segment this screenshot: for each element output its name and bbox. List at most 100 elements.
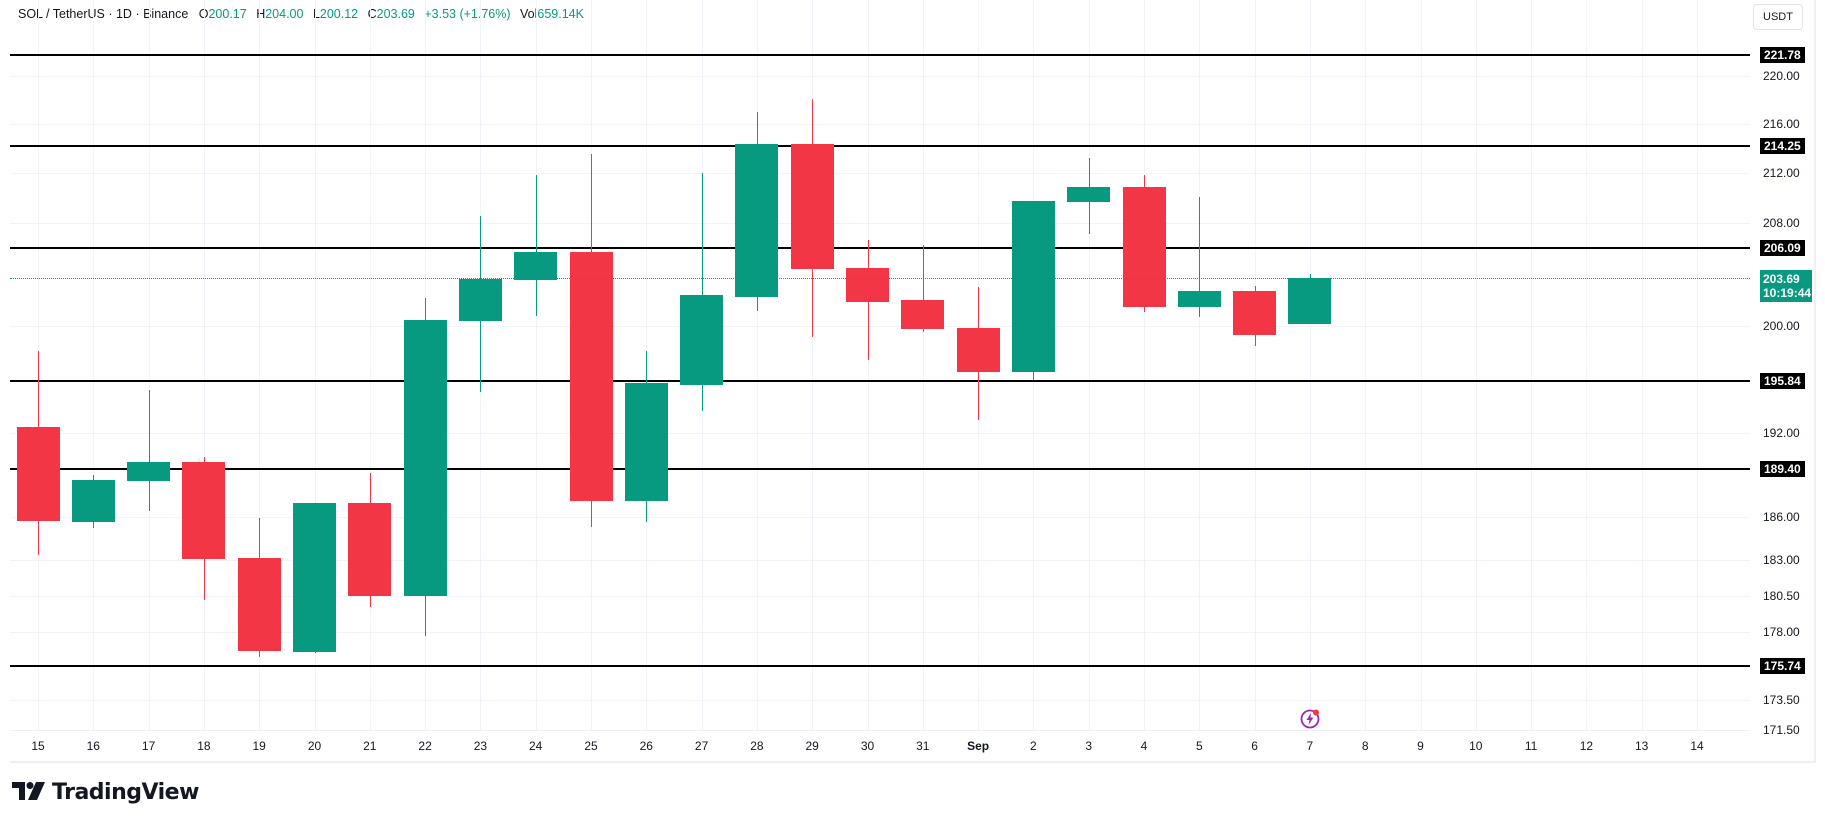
horizontal-level-line[interactable] [10, 54, 1750, 56]
level-price-tag: 175.74 [1760, 658, 1805, 674]
price-axis-label: 180.50 [1763, 589, 1800, 603]
horizontal-gridline [10, 596, 1750, 597]
candle-body [238, 558, 281, 651]
time-axis-label: 25 [584, 739, 598, 753]
candle-body [901, 300, 944, 329]
time-axis-label: 9 [1417, 739, 1424, 753]
level-price-tag: 221.78 [1760, 47, 1805, 63]
time-axis-label: 13 [1635, 739, 1649, 753]
horizontal-gridline [10, 76, 1750, 77]
vertical-gridline [1641, 0, 1643, 730]
volume-value: 659.14K [537, 7, 584, 21]
price-axis-label: 208.00 [1763, 216, 1800, 230]
time-axis-label: 19 [252, 739, 266, 753]
candle-body [17, 427, 60, 521]
time-axis-label: 11 [1524, 739, 1538, 753]
chart-frame: 220.00 216.00 212.00 208.00 200.00 192.00 186.… [10, 0, 1816, 763]
open-value: 200.17 [208, 7, 247, 21]
level-price-tag: 195.84 [1760, 373, 1805, 389]
change-value: +3.53 (+1.76%) [424, 7, 511, 21]
open-label: O [199, 7, 209, 21]
vertical-gridline [535, 0, 537, 730]
candle-body [957, 328, 1000, 372]
candle-body [182, 462, 225, 559]
candle-wick [149, 390, 150, 511]
horizontal-level-line[interactable] [10, 145, 1750, 147]
price-axis-label: 186.00 [1763, 510, 1800, 524]
time-axis-label: 14 [1690, 739, 1704, 753]
horizontal-level-line[interactable] [10, 468, 1750, 470]
last-price-line [10, 278, 1750, 279]
time-axis-label: 26 [639, 739, 653, 753]
plot-area[interactable] [10, 0, 1750, 730]
vertical-gridline [812, 0, 814, 730]
time-axis-label: 27 [694, 739, 709, 753]
time-axis-label: 23 [473, 739, 488, 753]
candle-body [1067, 187, 1110, 202]
price-axis[interactable]: 220.00 216.00 212.00 208.00 200.00 192.00 186.… [1750, 0, 1816, 737]
vertical-gridline [922, 0, 924, 730]
tradingview-logo-text: TradingView [52, 780, 199, 805]
candle-body [1012, 201, 1055, 372]
time-axis-label: 2 [1030, 739, 1037, 753]
horizontal-gridline [10, 560, 1750, 561]
price-axis-label: 173.50 [1763, 693, 1800, 707]
candle-body [570, 252, 613, 501]
price-axis-label: 200.00 [1763, 319, 1800, 333]
time-axis[interactable]: 15 16 17 18 19 20 21 22 23 24 25 26 27 28 29 30 31 Sep 2 3 4… [10, 730, 1750, 763]
vertical-gridline [1199, 0, 1201, 730]
interval[interactable]: 1D [115, 7, 132, 21]
horizontal-level-line[interactable] [10, 247, 1750, 249]
level-price-tag: 214.25 [1760, 138, 1805, 154]
vertical-gridline [203, 0, 205, 730]
price-axis-label: 212.00 [1763, 166, 1800, 180]
horizontal-level-line[interactable] [10, 380, 1750, 382]
candle-body [680, 295, 723, 385]
time-axis-label: 18 [197, 739, 211, 753]
vertical-gridline [1531, 0, 1533, 730]
high-label: H [256, 7, 266, 21]
candle-body [1233, 291, 1276, 335]
candle-body [514, 252, 557, 280]
tradingview-logo[interactable]: TradingView [12, 780, 199, 805]
symbol-name[interactable]: SOL / TetherUS [18, 7, 105, 21]
price-axis-label: 192.00 [1763, 426, 1800, 440]
vertical-gridline [867, 0, 869, 730]
vertical-gridline [1144, 0, 1145, 730]
time-axis-label: 31 [916, 739, 930, 753]
last-price-value: 203.69 [1763, 272, 1800, 286]
vertical-gridline [314, 0, 316, 730]
price-axis-label: 178.00 [1763, 625, 1800, 639]
vertical-gridline [259, 0, 261, 730]
vertical-gridline [1309, 0, 1311, 730]
time-axis-label: 4 [1140, 739, 1148, 753]
close-value: 203.69 [376, 7, 415, 21]
exchange: Binance [143, 7, 189, 21]
time-axis-label: 10 [1469, 739, 1483, 753]
lightning-event-icon[interactable] [1299, 708, 1321, 730]
vertical-gridline [1475, 0, 1477, 730]
legend-separator: · [135, 7, 144, 21]
currency-button[interactable]: USDT [1753, 4, 1803, 30]
time-axis-label: 30 [860, 739, 875, 753]
candle-body [735, 144, 778, 297]
low-label: L [312, 7, 320, 21]
vertical-gridline [369, 0, 371, 730]
vertical-gridline [1254, 0, 1256, 730]
time-axis-label: 5 [1195, 739, 1203, 753]
last-price-tag: 203.69 10:19:44 [1760, 270, 1812, 302]
horizontal-level-line[interactable] [10, 665, 1750, 667]
bar-countdown: 10:19:44 [1763, 286, 1812, 300]
time-axis-label: 3 [1085, 739, 1093, 753]
time-axis-label: 20 [307, 739, 322, 753]
candle-body [404, 320, 447, 596]
candle-body [791, 144, 834, 269]
vertical-gridline [1420, 0, 1422, 730]
time-axis-label: 12 [1579, 739, 1594, 753]
candle-wick [923, 245, 924, 332]
level-price-tag: 189.40 [1760, 461, 1805, 477]
high-value: 204.00 [265, 7, 304, 21]
candle-body [293, 503, 336, 652]
vertical-gridline [93, 0, 95, 730]
time-axis-label: 15 [31, 739, 45, 753]
